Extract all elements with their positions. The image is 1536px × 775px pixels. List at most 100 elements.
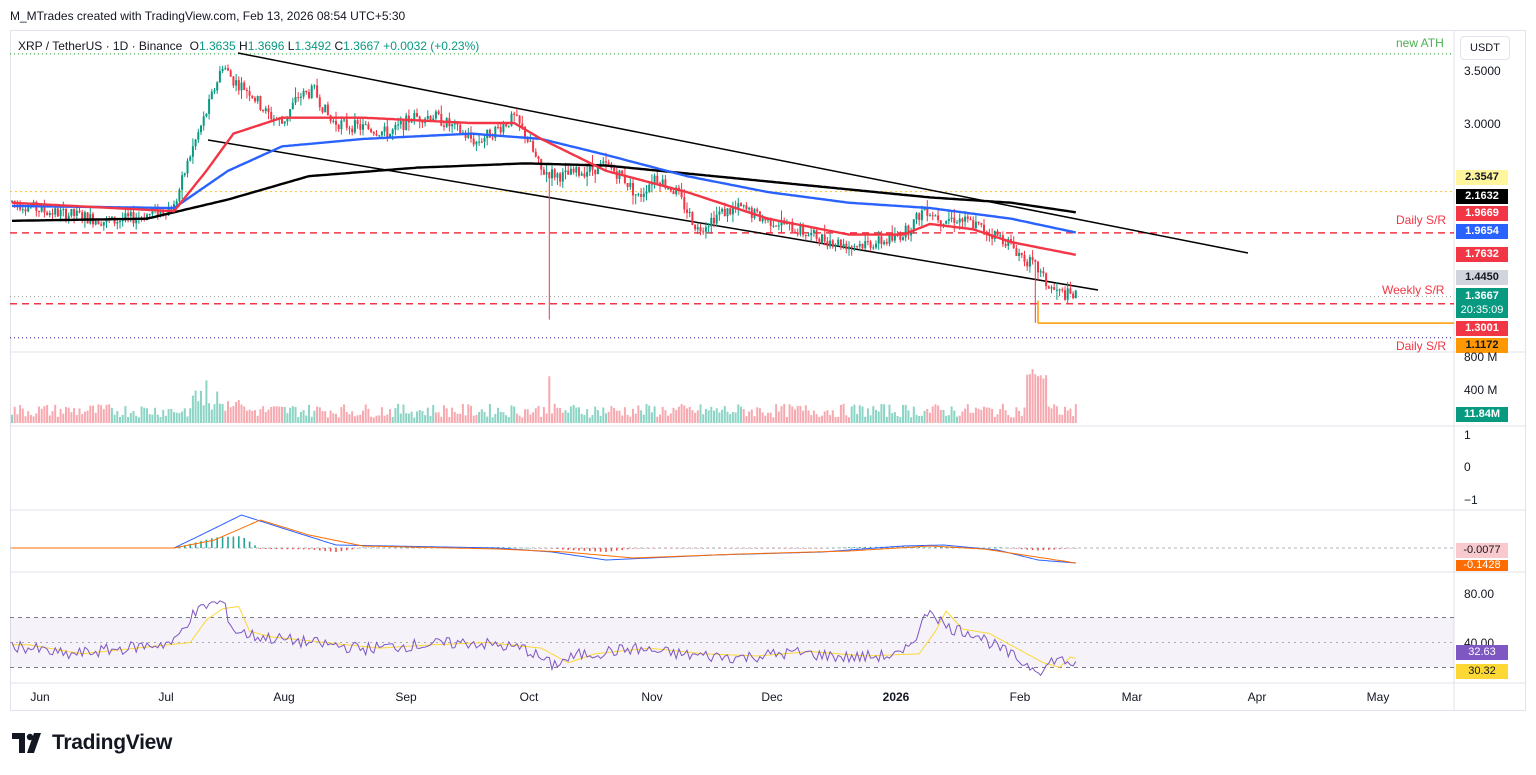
candle-body (59, 209, 62, 217)
candle-body (591, 165, 594, 170)
candle-body (950, 217, 953, 219)
candle-body (437, 111, 440, 114)
macd-histogram-bar (286, 548, 289, 550)
volume-bar (278, 406, 281, 423)
candle-body (267, 108, 270, 112)
daily-sr-bottom-annotation: Daily S/R (1396, 339, 1447, 353)
volume-bar (858, 405, 861, 423)
candle-body (97, 221, 100, 225)
candle-body (634, 194, 637, 196)
candle-body (440, 113, 443, 126)
candle-body (575, 166, 578, 173)
candle-body (629, 182, 632, 187)
volume-bar (726, 411, 729, 423)
macd-histogram-bar (632, 548, 634, 549)
candle-body (804, 234, 807, 237)
candle-body (880, 236, 883, 245)
volume-bar (370, 416, 373, 423)
macd-histogram-bar (761, 548, 764, 549)
volume-bar (459, 413, 462, 423)
macd-histogram-bar (373, 547, 375, 549)
candle-body (291, 102, 294, 110)
volume-bar (224, 410, 227, 423)
candle-body (934, 215, 937, 217)
candle-body (124, 213, 127, 220)
volume-bar (488, 403, 491, 423)
volume-bar (1074, 404, 1077, 423)
volume-bar (340, 407, 343, 423)
channel-upper-line (237, 52, 1249, 254)
volume-bar (310, 416, 313, 423)
volume-bar (1061, 414, 1064, 423)
volume-bar (1053, 404, 1056, 423)
candle-body (432, 118, 435, 121)
volume-bar (594, 406, 597, 423)
volume-bar (13, 406, 16, 423)
volume-bar (721, 409, 724, 423)
candle-body (699, 227, 702, 232)
macd-histogram-bar (772, 548, 775, 549)
price-badge-ema50: 1.7632 (1456, 247, 1508, 262)
macd-badge-hist: -0.0077 (1456, 543, 1508, 558)
candle-body (362, 124, 364, 130)
candle-body (891, 235, 894, 241)
candle-body (656, 175, 659, 183)
currency-button[interactable]: USDT (1460, 36, 1510, 60)
volume-bar (742, 409, 745, 423)
volume-bar (413, 417, 416, 423)
volume-bar (32, 416, 35, 423)
macd-histogram-bar (891, 546, 893, 548)
candle-body (507, 125, 510, 127)
time-tick-label: Nov (641, 690, 663, 704)
volume-bar (467, 404, 470, 423)
volume-bar (186, 416, 189, 423)
volume-bar (993, 416, 996, 423)
volume-bar (367, 408, 370, 423)
volume-bar (861, 406, 864, 423)
candle-body (156, 207, 159, 216)
candle-body (451, 124, 454, 127)
volume-bar (1028, 374, 1031, 423)
volume-bar (799, 405, 802, 423)
volume-bar (837, 416, 840, 423)
volume-bar (780, 406, 783, 423)
macd-histogram-bar (524, 547, 526, 549)
volume-bar (823, 411, 826, 423)
candle-body (356, 120, 359, 125)
volume-bar (191, 395, 194, 423)
volume-bar (38, 406, 40, 423)
tradingview-logo[interactable]: TradingView (12, 731, 172, 755)
volume-bar (1007, 415, 1010, 423)
macd-histogram-bar (788, 548, 791, 549)
volume-bar (586, 409, 589, 423)
macd-histogram-bar (184, 545, 186, 548)
candle-body (537, 156, 540, 160)
candle-body (283, 121, 286, 124)
macd-histogram-bar (815, 548, 818, 549)
volume-bar (529, 414, 532, 423)
volume-bar (156, 414, 159, 423)
volume-bar (515, 413, 518, 423)
volume-bar (602, 407, 605, 423)
volume-bar (1015, 407, 1018, 423)
volume-bar (308, 404, 310, 423)
volume-bar (48, 415, 51, 423)
candle-body (815, 230, 818, 239)
candle-body (232, 76, 235, 86)
candle-body (434, 111, 437, 119)
macd-histogram-bar (713, 548, 715, 549)
symbol-title[interactable]: XRP / TetherUS · 1D · Binance (18, 39, 183, 53)
volume-bar (137, 417, 140, 423)
volume-bar (518, 415, 521, 423)
volume-bar (105, 404, 108, 423)
volume-bar (386, 414, 389, 423)
last-price: 1.3667 (1465, 290, 1499, 302)
volume-bar (748, 411, 751, 423)
candle-body (513, 113, 516, 115)
volume-bar (899, 417, 902, 423)
candle-body (67, 215, 70, 221)
candle-body (148, 213, 151, 215)
candle-body (872, 247, 875, 249)
candle-body (904, 225, 907, 238)
